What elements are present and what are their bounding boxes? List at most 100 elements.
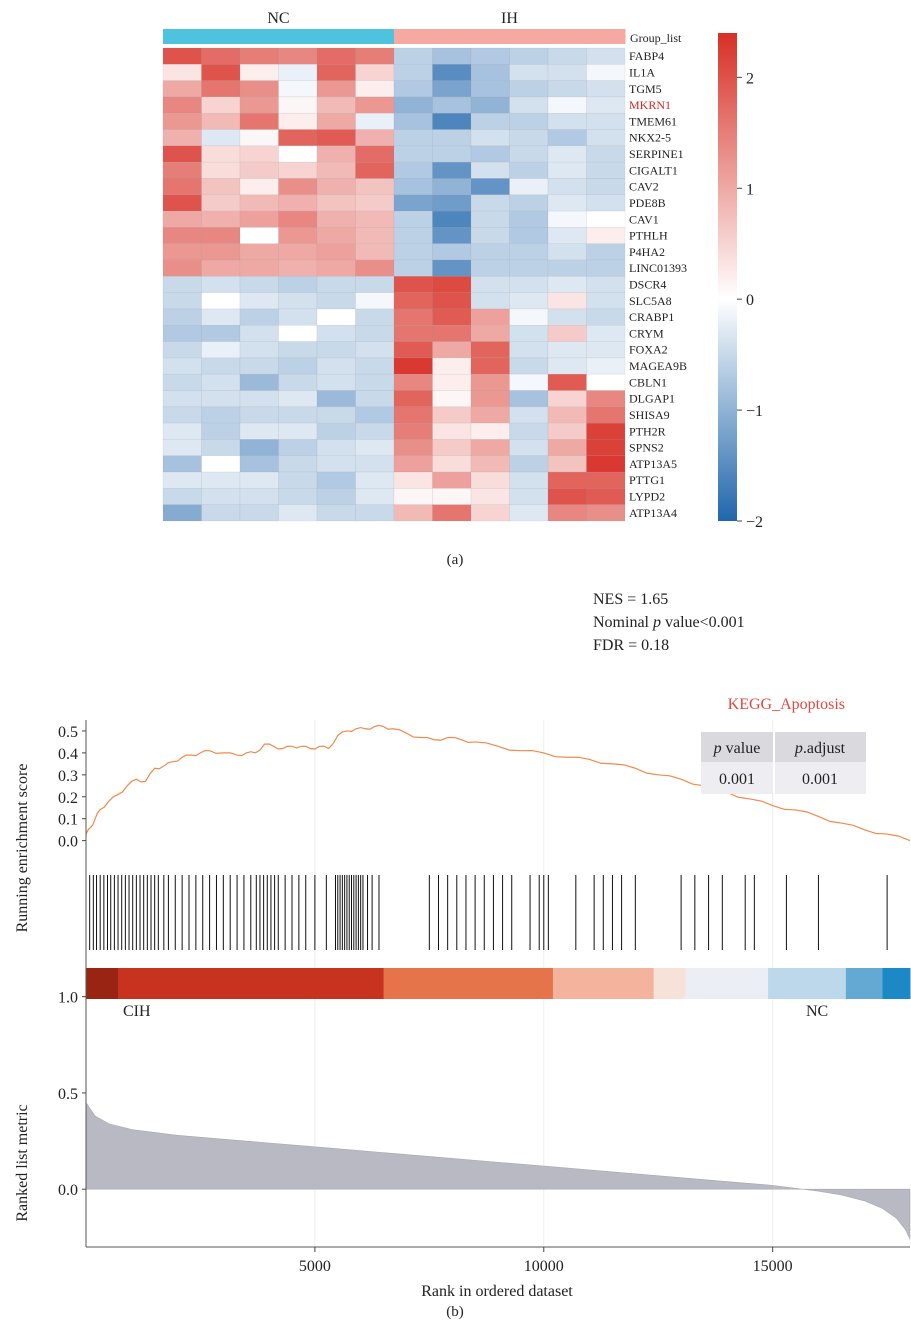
heatmap-cell (586, 341, 626, 359)
heatmap-panel: NC IH Group_list FABP4 IL1A TGM5 MKRN1 TMEM61… (162, 10, 763, 568)
heatmap-cell (162, 390, 202, 408)
table-header-pvalue: p value (713, 740, 761, 757)
heatmap-cell (201, 422, 241, 440)
heatmap-cell (586, 178, 626, 196)
heatmap-cell (316, 178, 356, 196)
heatmap-cell (547, 112, 587, 130)
gene-label: TGM5 (629, 82, 662, 96)
heatmap-cell (470, 276, 510, 293)
heatmap-cell (509, 96, 549, 114)
heatmap-cell (355, 194, 395, 212)
heatmap-cell (316, 488, 356, 505)
metric-ytick-label: 0.0 (58, 1182, 78, 1199)
heatmap-cell (239, 488, 279, 505)
gene-label: PTH2R (629, 424, 666, 438)
heatmap-cell (239, 194, 279, 212)
heatmap-cell (278, 80, 318, 98)
heatmap-cell (509, 194, 549, 212)
heatmap-cell (470, 129, 510, 147)
heatmap-cell (278, 243, 318, 261)
heatmap-cell (509, 390, 549, 408)
heatmap-cell (355, 47, 395, 65)
heatmap-cell (393, 64, 433, 81)
heatmap-cell (278, 341, 318, 359)
nes-stat: NES = 1.65 (593, 591, 668, 608)
heatmap-cell (239, 439, 279, 457)
heatmap-cell (162, 292, 202, 310)
heatmap-cell (316, 194, 356, 212)
heatmap-cell (355, 390, 395, 408)
heatmap-cell (201, 129, 241, 147)
heatmap-cell (432, 80, 472, 98)
heatmap-cell (470, 145, 510, 163)
es-ytick-label: 0.1 (58, 812, 78, 829)
heatmap-cell (239, 112, 279, 130)
heatmap-cell (470, 292, 510, 310)
heatmap-cell (239, 178, 279, 196)
running-es-line (85, 724, 911, 842)
heatmap-cell (239, 308, 279, 326)
heatmap-cell (470, 47, 510, 65)
heatmap-cell (432, 243, 472, 261)
heatmap-cell (509, 373, 549, 391)
heatmap-cell (355, 406, 395, 424)
heatmap-cell (432, 47, 472, 65)
ranked-color-band (86, 968, 911, 999)
heatmap-cell (432, 161, 472, 179)
heatmap-cell (316, 455, 356, 473)
heatmap-cell (547, 341, 587, 359)
group-cell (355, 29, 395, 44)
heatmap-cell (432, 194, 472, 212)
heatmap-cell (393, 276, 433, 293)
heatmap-cell (316, 145, 356, 163)
heatmap-cell (547, 439, 587, 457)
heatmap-cell (432, 64, 472, 81)
heatmap-cell (316, 47, 356, 65)
gene-label: TMEM61 (629, 114, 677, 128)
heatmap-cell (393, 357, 433, 375)
heatmap-cell (470, 210, 510, 228)
heatmap-cell (586, 145, 626, 163)
heatmap-cell (162, 422, 202, 440)
heatmap-cell (509, 341, 549, 359)
gene-label: PTHLH (629, 229, 668, 243)
gene-label: DSCR4 (629, 278, 666, 292)
heatmap-cell (239, 373, 279, 391)
group-label: NC (267, 10, 289, 27)
heatmap-cell (316, 80, 356, 98)
heatmap-cell (162, 227, 202, 244)
ranked-metric-area (85, 1101, 911, 1240)
x-ticks: 5000 10000 15000 (299, 1247, 793, 1275)
heatmap-cell (162, 471, 202, 489)
gene-label: CRYM (629, 326, 664, 340)
heatmap-cell (393, 325, 433, 342)
heatmap-cell (355, 129, 395, 147)
heatmap-cell (547, 488, 587, 505)
heatmap-cell (509, 259, 549, 277)
band-segment (383, 968, 554, 999)
group-annotation-bar (163, 29, 626, 44)
heatmap-cell (162, 210, 202, 228)
heatmap-cell (432, 276, 472, 293)
heatmap-cell (509, 406, 549, 424)
heatmap-cell (393, 210, 433, 228)
group-label: IH (501, 10, 518, 27)
heatmap-cell (316, 308, 356, 326)
heatmap-cell (547, 276, 587, 293)
heatmap-cell (432, 178, 472, 196)
heatmap-cell (586, 439, 626, 457)
heatmap-cell (355, 373, 395, 391)
heatmap-cell (162, 129, 202, 147)
panel-b-caption: (b) (446, 1304, 464, 1320)
heatmap-cell (201, 488, 241, 505)
heatmap-cell (509, 243, 549, 261)
es-y-axis-label: Running enrichment score (14, 764, 31, 933)
heatmap-cell (470, 373, 510, 391)
heatmap-cell (393, 455, 433, 473)
heatmap-cell (393, 129, 433, 147)
heatmap-cell (355, 341, 395, 359)
heatmap-cell (470, 504, 510, 522)
group-cell (548, 29, 587, 44)
heatmap-cell (278, 455, 318, 473)
heatmap-cell (162, 80, 202, 98)
